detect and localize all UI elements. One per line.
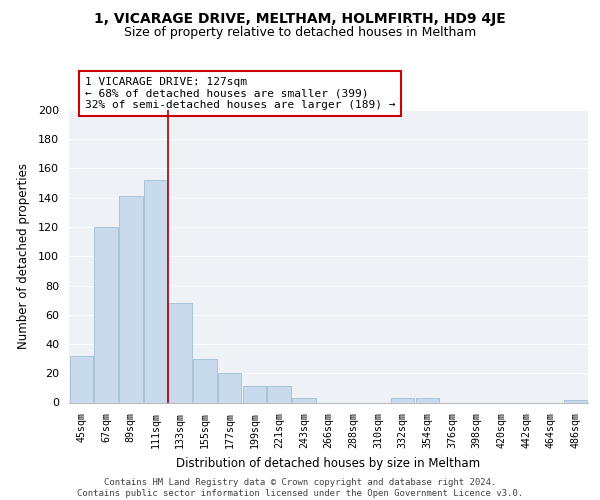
- Text: Contains HM Land Registry data © Crown copyright and database right 2024.
Contai: Contains HM Land Registry data © Crown c…: [77, 478, 523, 498]
- Bar: [119, 196, 143, 402]
- Text: 1, VICARAGE DRIVE, MELTHAM, HOLMFIRTH, HD9 4JE: 1, VICARAGE DRIVE, MELTHAM, HOLMFIRTH, H…: [94, 12, 506, 26]
- Bar: [416, 398, 439, 402]
- Bar: [144, 180, 167, 402]
- Bar: [193, 358, 217, 403]
- Bar: [564, 400, 587, 402]
- Bar: [169, 303, 192, 402]
- Y-axis label: Number of detached properties: Number of detached properties: [17, 163, 30, 349]
- Bar: [70, 356, 93, 403]
- Text: 1 VICARAGE DRIVE: 127sqm
← 68% of detached houses are smaller (399)
32% of semi-: 1 VICARAGE DRIVE: 127sqm ← 68% of detach…: [85, 77, 395, 110]
- Bar: [242, 386, 266, 402]
- Bar: [391, 398, 415, 402]
- Bar: [292, 398, 316, 402]
- Text: Size of property relative to detached houses in Meltham: Size of property relative to detached ho…: [124, 26, 476, 39]
- Bar: [268, 386, 291, 402]
- Bar: [218, 373, 241, 402]
- X-axis label: Distribution of detached houses by size in Meltham: Distribution of detached houses by size …: [176, 456, 481, 469]
- Bar: [94, 227, 118, 402]
